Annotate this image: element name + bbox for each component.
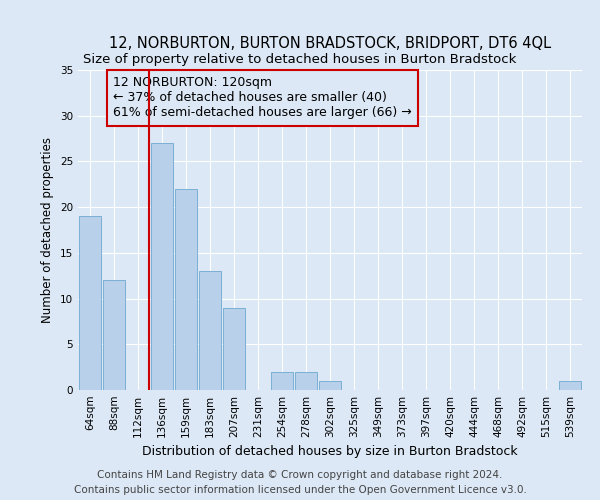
Bar bbox=[79, 216, 101, 390]
Text: Size of property relative to detached houses in Burton Bradstock: Size of property relative to detached ho… bbox=[83, 52, 517, 66]
Bar bbox=[103, 280, 125, 390]
X-axis label: Distribution of detached houses by size in Burton Bradstock: Distribution of detached houses by size … bbox=[142, 446, 518, 458]
Bar bbox=[295, 372, 317, 390]
Bar bbox=[319, 381, 341, 390]
Title: 12, NORBURTON, BURTON BRADSTOCK, BRIDPORT, DT6 4QL: 12, NORBURTON, BURTON BRADSTOCK, BRIDPOR… bbox=[109, 36, 551, 51]
Bar bbox=[199, 271, 221, 390]
Bar bbox=[223, 308, 245, 390]
Bar bbox=[559, 381, 581, 390]
Bar bbox=[271, 372, 293, 390]
Y-axis label: Number of detached properties: Number of detached properties bbox=[41, 137, 55, 323]
Bar bbox=[151, 143, 173, 390]
Text: Contains HM Land Registry data © Crown copyright and database right 2024.
Contai: Contains HM Land Registry data © Crown c… bbox=[74, 470, 526, 495]
Text: 12 NORBURTON: 120sqm
← 37% of detached houses are smaller (40)
61% of semi-detac: 12 NORBURTON: 120sqm ← 37% of detached h… bbox=[113, 76, 412, 120]
Bar bbox=[175, 189, 197, 390]
